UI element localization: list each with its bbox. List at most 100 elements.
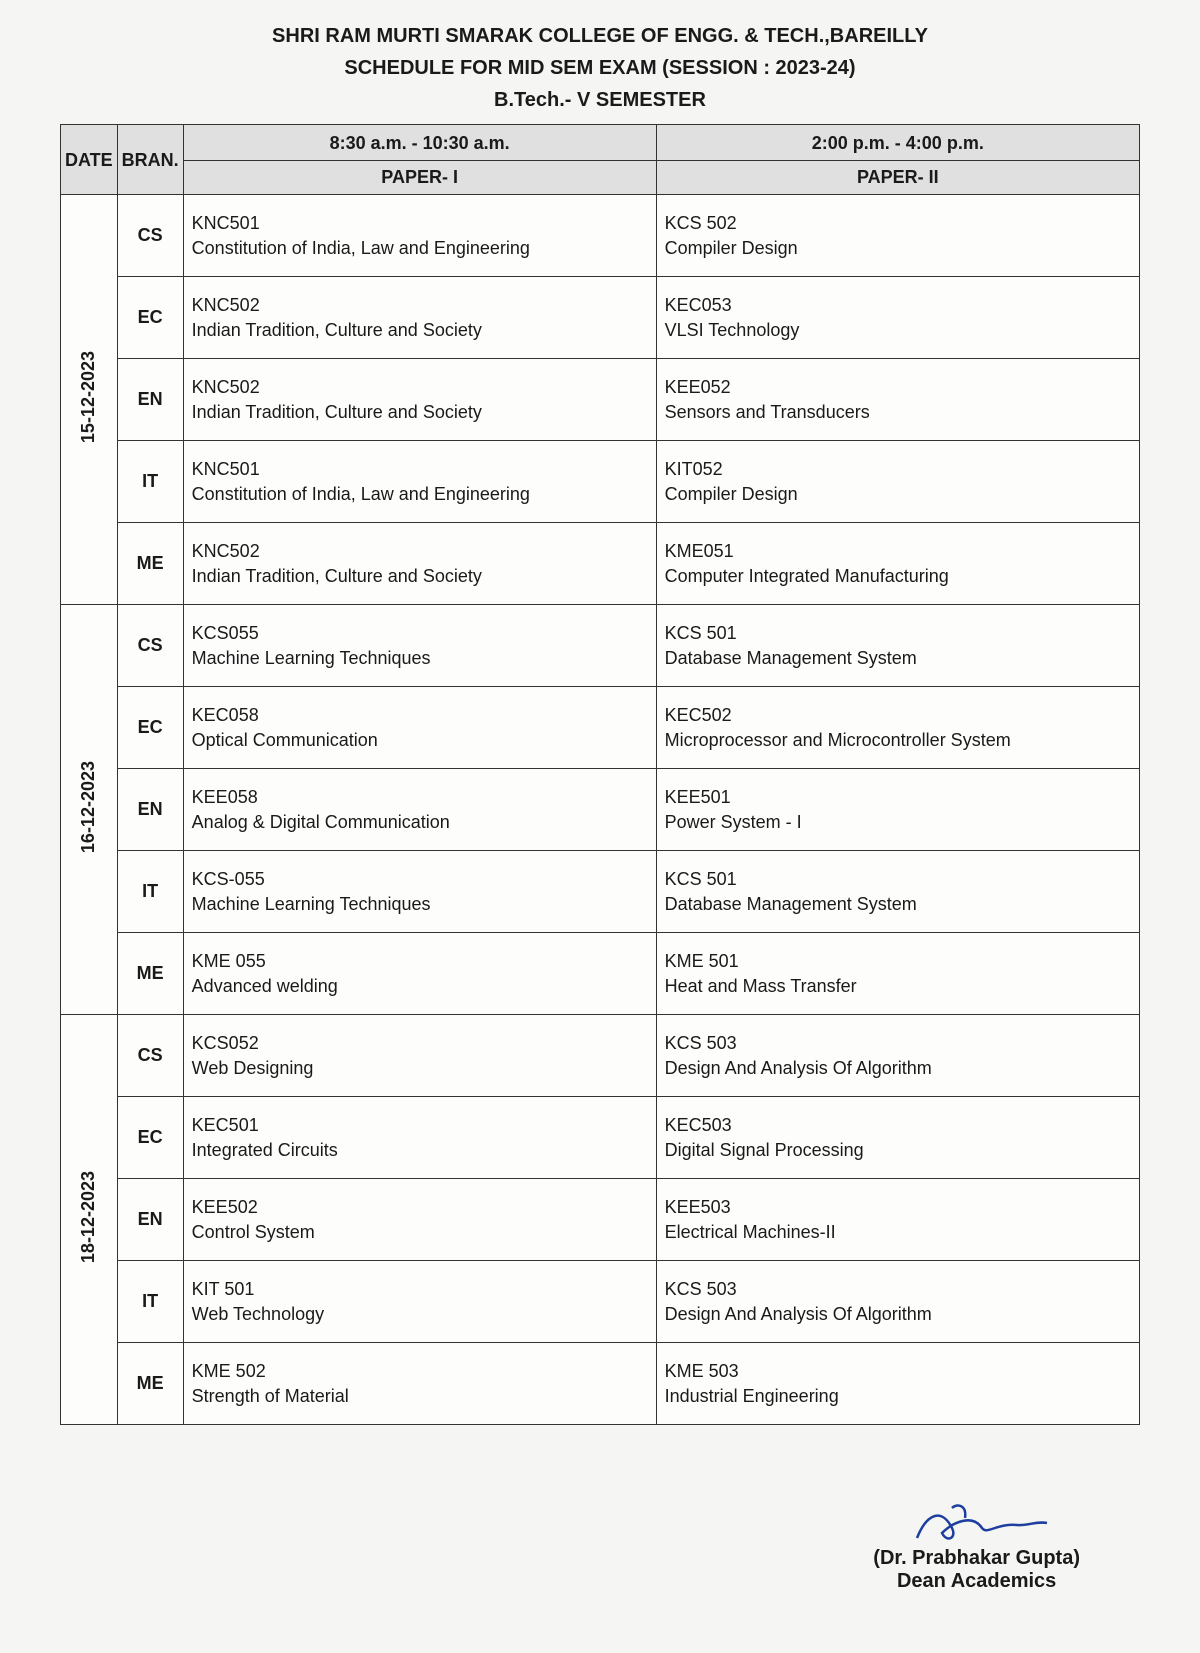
paper-title: Indian Tradition, Culture and Society	[192, 318, 648, 342]
paper-title: Computer Integrated Manufacturing	[665, 564, 1131, 588]
branch-cell: IT	[117, 1261, 183, 1343]
paper-title: Integrated Circuits	[192, 1138, 648, 1162]
col-time-morning: 8:30 a.m. - 10:30 a.m.	[183, 125, 656, 161]
paper-1-cell: KEC058Optical Communication	[183, 687, 656, 769]
paper-2-cell: KCS 503Design And Analysis Of Algorithm	[656, 1015, 1139, 1097]
table-row: 18-12-2023CSKCS052Web DesigningKCS 503De…	[61, 1015, 1140, 1097]
paper-title: Analog & Digital Communication	[192, 810, 648, 834]
paper-1-cell: KEC501Integrated Circuits	[183, 1097, 656, 1179]
signature-block: (Dr. Prabhakar Gupta) Dean Academics	[873, 1493, 1080, 1593]
table-row: 15-12-2023CSKNC501Constitution of India,…	[61, 195, 1140, 277]
table-row: ENKEE058Analog & Digital CommunicationKE…	[61, 769, 1140, 851]
college-name: SHRI RAM MURTI SMARAK COLLEGE OF ENGG. &…	[60, 20, 1140, 52]
date-cell: 16-12-2023	[61, 605, 118, 1015]
date-label: 18-12-2023	[78, 1171, 99, 1263]
paper-code: KME 055	[192, 949, 648, 973]
date-cell: 18-12-2023	[61, 1015, 118, 1425]
semester-title: B.Tech.- V SEMESTER	[60, 84, 1140, 116]
paper-title: Compiler Design	[665, 482, 1131, 506]
paper-code: KEC058	[192, 703, 648, 727]
paper-2-cell: KEC503Digital Signal Processing	[656, 1097, 1139, 1179]
paper-1-cell: KME 502Strength of Material	[183, 1343, 656, 1425]
paper-code: KIT 501	[192, 1277, 648, 1301]
paper-code: KEE058	[192, 785, 648, 809]
paper-1-cell: KNC502Indian Tradition, Culture and Soci…	[183, 523, 656, 605]
paper-code: KEE501	[665, 785, 1131, 809]
signature-icon	[897, 1493, 1057, 1553]
paper-1-cell: KCS052Web Designing	[183, 1015, 656, 1097]
table-row: MEKME 502Strength of MaterialKME 503Indu…	[61, 1343, 1140, 1425]
table-row: ECKEC501Integrated CircuitsKEC503Digital…	[61, 1097, 1140, 1179]
paper-code: KCS 502	[665, 211, 1131, 235]
paper-1-cell: KEE502Control System	[183, 1179, 656, 1261]
branch-cell: CS	[117, 1015, 183, 1097]
paper-code: KME 502	[192, 1359, 648, 1383]
paper-code: KNC502	[192, 539, 648, 563]
paper-code: KEC503	[665, 1113, 1131, 1137]
paper-code: KEE052	[665, 375, 1131, 399]
paper-1-cell: KME 055Advanced welding	[183, 933, 656, 1015]
exam-schedule-table: DATE BRAN. 8:30 a.m. - 10:30 a.m. 2:00 p…	[60, 124, 1140, 1425]
branch-cell: CS	[117, 195, 183, 277]
col-time-afternoon: 2:00 p.m. - 4:00 p.m.	[656, 125, 1139, 161]
paper-2-cell: KME051Computer Integrated Manufacturing	[656, 523, 1139, 605]
branch-cell: CS	[117, 605, 183, 687]
paper-title: Industrial Engineering	[665, 1384, 1131, 1408]
paper-code: KCS-055	[192, 867, 648, 891]
paper-title: Indian Tradition, Culture and Society	[192, 400, 648, 424]
paper-1-cell: KNC502Indian Tradition, Culture and Soci…	[183, 359, 656, 441]
paper-code: KCS 501	[665, 867, 1131, 891]
paper-code: KEC501	[192, 1113, 648, 1137]
paper-title: Design And Analysis Of Algorithm	[665, 1056, 1131, 1080]
paper-title: Machine Learning Techniques	[192, 646, 648, 670]
paper-title: Machine Learning Techniques	[192, 892, 648, 916]
paper-title: Web Designing	[192, 1056, 648, 1080]
paper-code: KNC502	[192, 375, 648, 399]
paper-title: Advanced welding	[192, 974, 648, 998]
paper-code: KNC502	[192, 293, 648, 317]
paper-title: Database Management System	[665, 646, 1131, 670]
paper-code: KEE503	[665, 1195, 1131, 1219]
paper-title: Power System - I	[665, 810, 1131, 834]
paper-title: Control System	[192, 1220, 648, 1244]
paper-title: Sensors and Transducers	[665, 400, 1131, 424]
col-bran: BRAN.	[117, 125, 183, 195]
paper-1-cell: KCS055Machine Learning Techniques	[183, 605, 656, 687]
signatory-name: (Dr. Prabhakar Gupta)	[873, 1547, 1080, 1570]
signatory-title: Dean Academics	[873, 1570, 1080, 1593]
table-row: ITKCS-055Machine Learning TechniquesKCS …	[61, 851, 1140, 933]
date-label: 15-12-2023	[78, 351, 99, 443]
paper-code: KEE502	[192, 1195, 648, 1219]
table-row: IT KIT 501Web Technology KCS 503Design And…	[61, 1261, 1140, 1343]
paper-2-cell: KIT052Compiler Design	[656, 441, 1139, 523]
table-row: ENKEE502Control SystemKEE503Electrical M…	[61, 1179, 1140, 1261]
date-cell: 15-12-2023	[61, 195, 118, 605]
paper-title: Electrical Machines-II	[665, 1220, 1131, 1244]
paper-title: Database Management System	[665, 892, 1131, 916]
document-header: SHRI RAM MURTI SMARAK COLLEGE OF ENGG. &…	[60, 20, 1140, 116]
paper-code: KIT052	[665, 457, 1131, 481]
table-row: MEKNC502Indian Tradition, Culture and So…	[61, 523, 1140, 605]
paper-1-cell: KNC501Constitution of India, Law and Eng…	[183, 195, 656, 277]
paper-title: Indian Tradition, Culture and Society	[192, 564, 648, 588]
paper-title: Constitution of India, Law and Engineeri…	[192, 482, 648, 506]
branch-cell: IT	[117, 441, 183, 523]
paper-title: Web Technology	[192, 1302, 648, 1326]
table-row: ITKNC501Constitution of India, Law and E…	[61, 441, 1140, 523]
paper-code: KCS 503	[665, 1277, 1131, 1301]
paper-1-cell: KNC501Constitution of India, Law and Eng…	[183, 441, 656, 523]
paper-2-cell: KCS 501Database Management System	[656, 851, 1139, 933]
table-row: ECKEC058Optical CommunicationKEC502Micro…	[61, 687, 1140, 769]
schedule-title: SCHEDULE FOR MID SEM EXAM (SESSION : 202…	[60, 52, 1140, 84]
paper-title: Design And Analysis Of Algorithm	[665, 1302, 1131, 1326]
paper-code: KEC502	[665, 703, 1131, 727]
paper-1-cell: KNC502Indian Tradition, Culture and Soci…	[183, 277, 656, 359]
paper-code: KNC501	[192, 457, 648, 481]
branch-cell: ME	[117, 1343, 183, 1425]
table-row: ECKNC502Indian Tradition, Culture and So…	[61, 277, 1140, 359]
paper-code: KME 501	[665, 949, 1131, 973]
paper-code: KCS 501	[665, 621, 1131, 645]
paper-title: Optical Communication	[192, 728, 648, 752]
branch-cell: ME	[117, 933, 183, 1015]
paper-title: Strength of Material	[192, 1384, 648, 1408]
